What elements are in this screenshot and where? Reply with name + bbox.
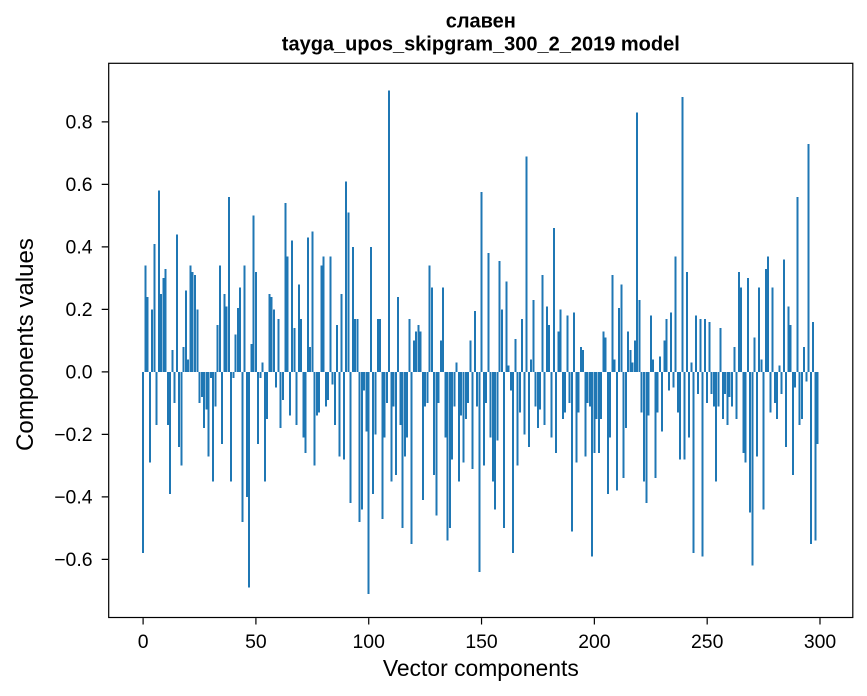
svg-text:150: 150: [465, 631, 498, 653]
svg-text:Components values: Components values: [12, 238, 39, 451]
svg-text:−0.6: −0.6: [54, 549, 92, 571]
svg-text:tayga_upos_skipgram_300_2_2019: tayga_upos_skipgram_300_2_2019 model: [282, 33, 680, 55]
svg-text:−0.2: −0.2: [54, 424, 92, 446]
svg-text:0.0: 0.0: [66, 362, 93, 384]
svg-text:0.2: 0.2: [66, 299, 93, 321]
svg-text:0.8: 0.8: [66, 112, 93, 134]
svg-text:50: 50: [245, 631, 267, 653]
svg-text:0.6: 0.6: [66, 174, 93, 196]
svg-text:славен: славен: [446, 10, 516, 32]
svg-text:−0.4: −0.4: [54, 487, 92, 509]
svg-text:200: 200: [578, 631, 611, 653]
svg-text:300: 300: [804, 631, 837, 653]
svg-text:250: 250: [691, 631, 724, 653]
svg-text:100: 100: [353, 631, 386, 653]
svg-text:0.4: 0.4: [66, 237, 93, 259]
svg-text:0: 0: [138, 631, 149, 653]
svg-text:Vector components: Vector components: [383, 655, 579, 681]
